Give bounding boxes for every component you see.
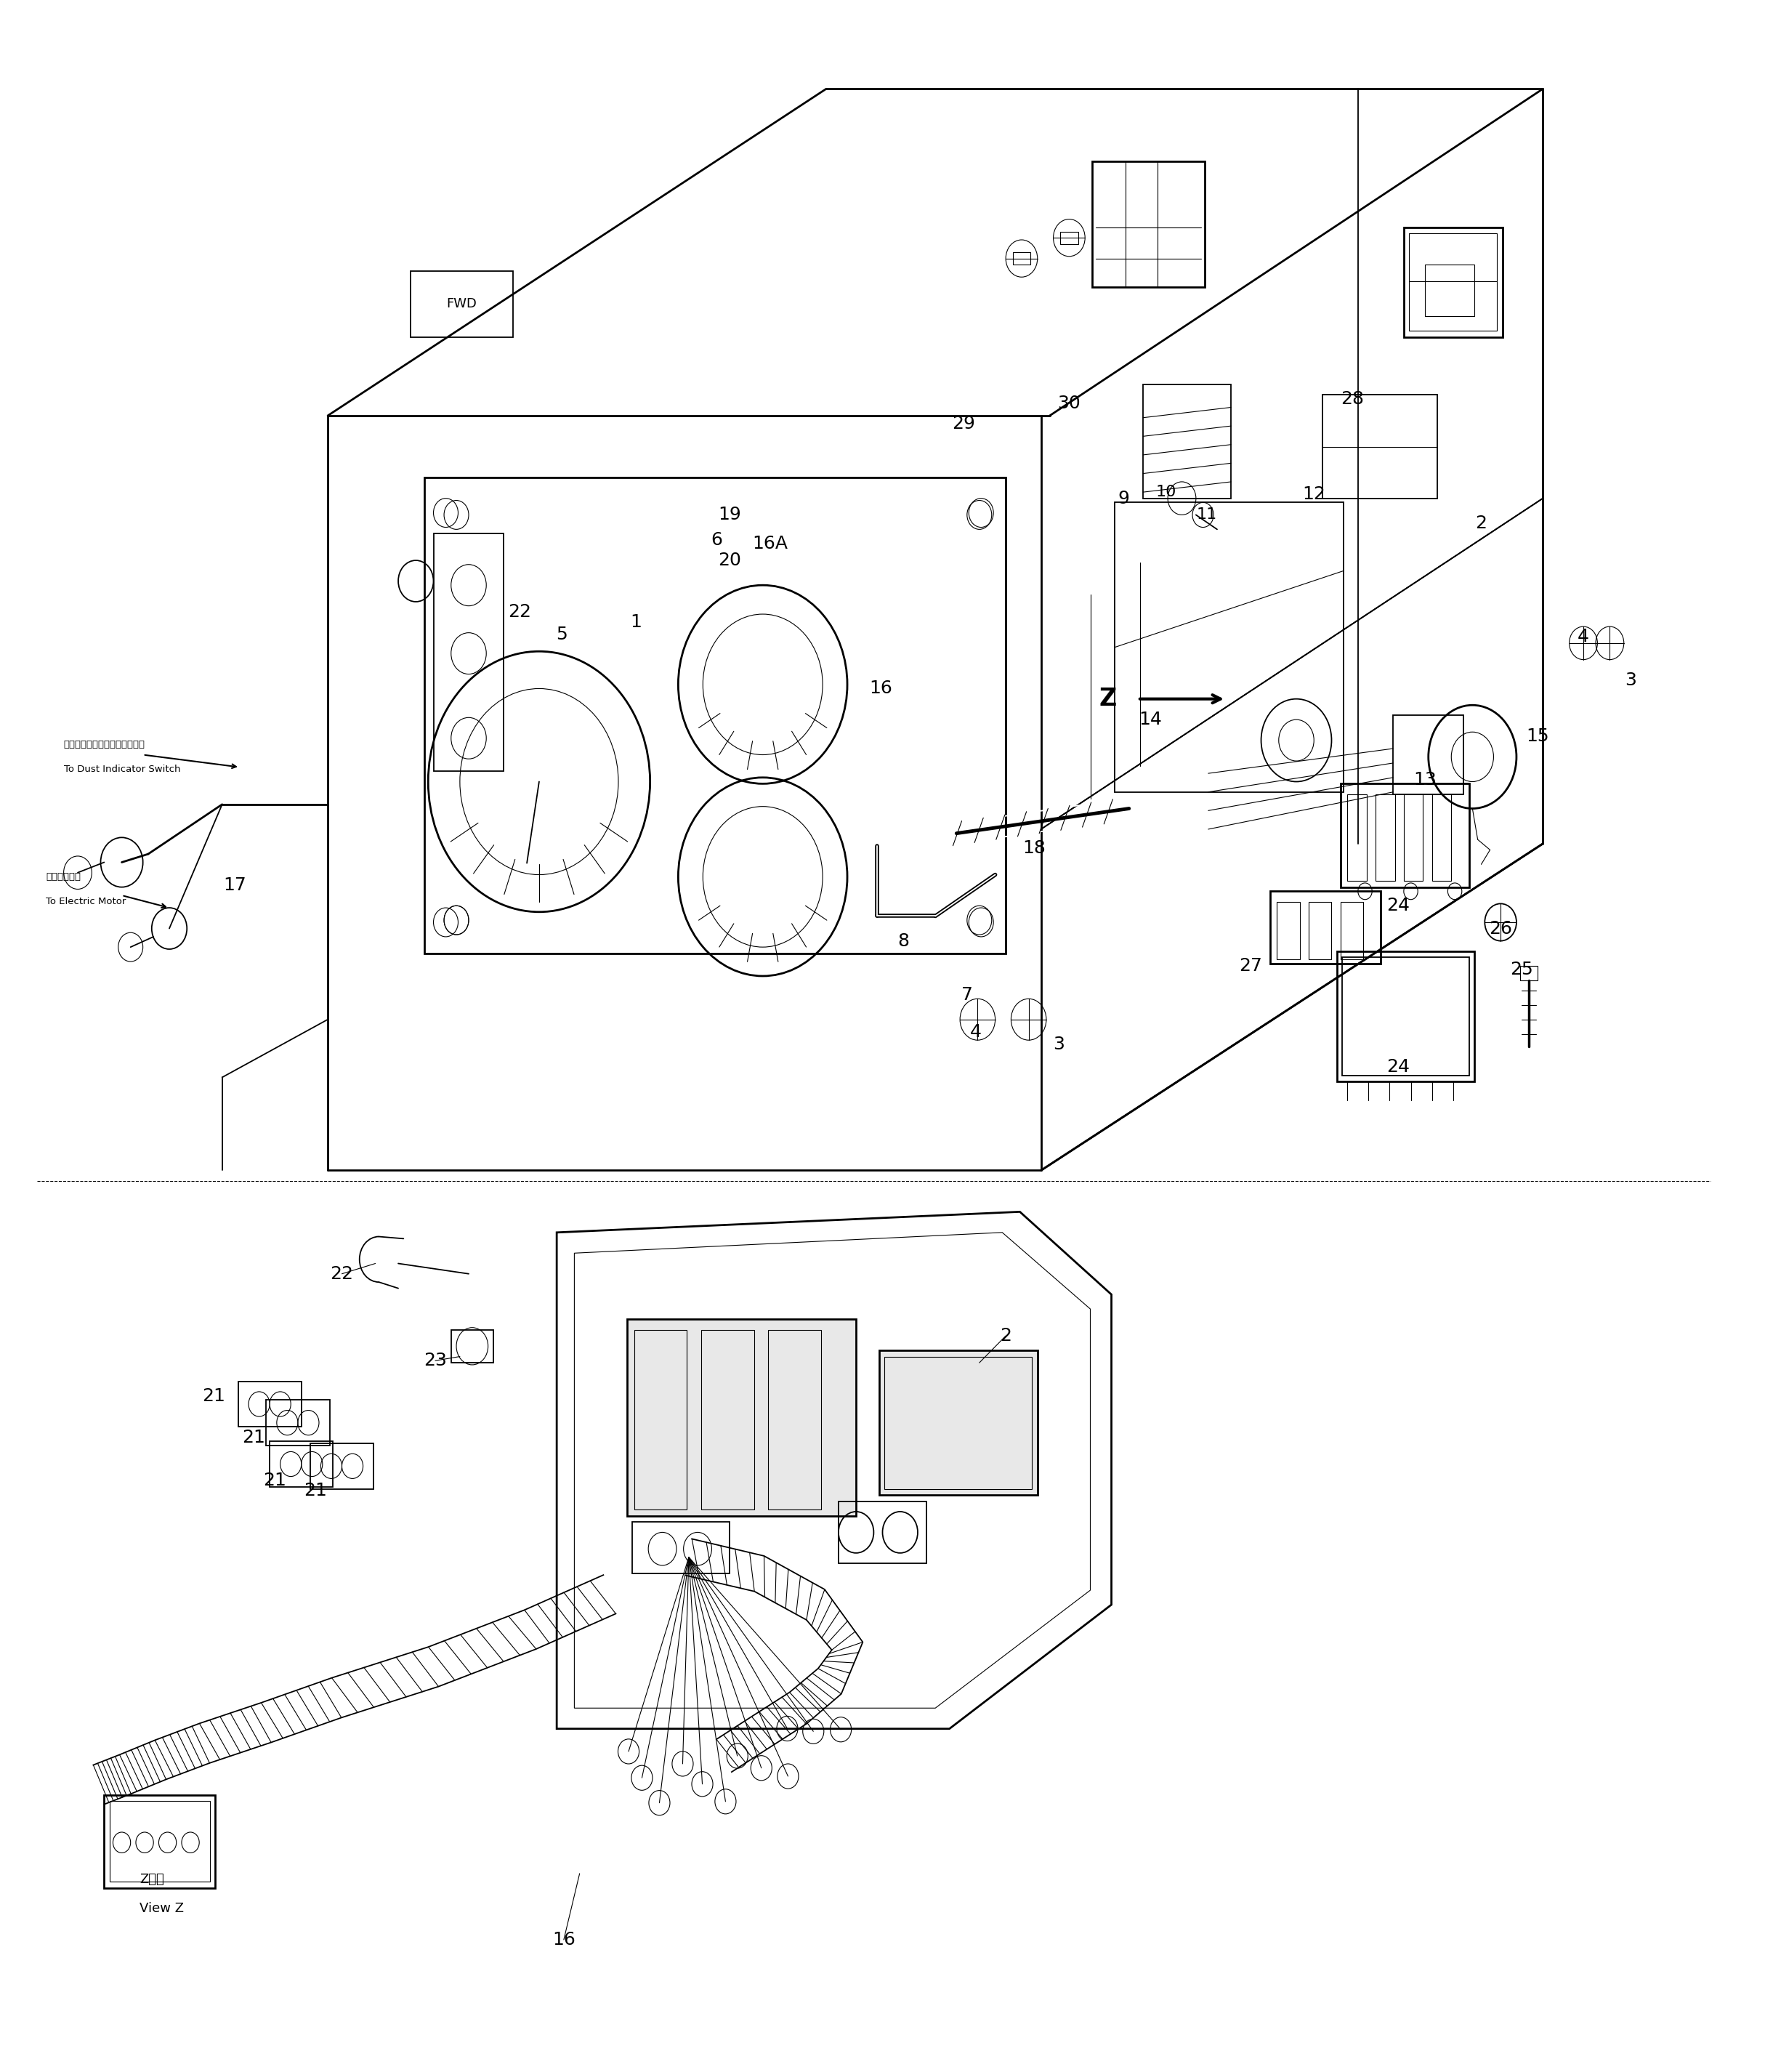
Bar [632, 1523, 729, 1573]
Bar [1144, 385, 1232, 499]
Text: To Dust Indicator Switch: To Dust Indicator Switch [64, 765, 180, 775]
Text: 23: 23 [424, 1351, 447, 1370]
Text: 10: 10 [1156, 485, 1175, 499]
Text: 22: 22 [508, 603, 531, 622]
Text: 28: 28 [1341, 390, 1364, 408]
Text: 16A: 16A [752, 535, 787, 553]
Bar [1115, 503, 1343, 792]
Text: 22: 22 [330, 1266, 353, 1283]
Bar [425, 479, 1006, 953]
Bar [311, 1444, 374, 1490]
Bar [1340, 783, 1468, 887]
Text: 16: 16 [552, 1931, 575, 1948]
Bar [1341, 957, 1468, 1075]
Text: To Electric Motor: To Electric Motor [46, 897, 127, 905]
Bar [1269, 891, 1380, 963]
Bar [1308, 901, 1331, 959]
Bar [1520, 966, 1537, 980]
Bar [1061, 232, 1078, 244]
Text: 25: 25 [1511, 961, 1534, 978]
Text: 1: 1 [630, 613, 642, 632]
Bar [1424, 265, 1474, 317]
Bar [1347, 794, 1366, 881]
Text: 21: 21 [242, 1428, 265, 1446]
Text: 2: 2 [1001, 1328, 1011, 1345]
Bar [452, 1330, 494, 1363]
Bar [270, 1442, 334, 1488]
Bar [411, 271, 512, 338]
Bar [1322, 396, 1437, 499]
Text: 3: 3 [1626, 671, 1636, 690]
Text: 9: 9 [1117, 489, 1130, 508]
Bar [238, 1382, 302, 1428]
Text: 11: 11 [1197, 508, 1216, 522]
Text: 18: 18 [1022, 839, 1045, 856]
Text: 15: 15 [1527, 727, 1550, 744]
Text: 16: 16 [868, 680, 893, 698]
Bar [267, 1401, 330, 1446]
Text: Z: Z [1100, 688, 1117, 711]
Bar [634, 1330, 687, 1510]
Text: 12: 12 [1303, 485, 1326, 503]
Bar [1375, 794, 1394, 881]
Text: 30: 30 [1057, 394, 1080, 412]
Text: 14: 14 [1138, 711, 1161, 729]
Text: 13: 13 [1414, 771, 1437, 787]
Text: 29: 29 [951, 414, 974, 433]
Bar [1393, 715, 1463, 794]
Bar [1336, 951, 1474, 1082]
Bar [1276, 901, 1299, 959]
Bar [701, 1330, 754, 1510]
Bar [838, 1502, 927, 1564]
Text: 5: 5 [556, 626, 568, 644]
Text: 21: 21 [263, 1471, 286, 1490]
Bar [1403, 228, 1502, 338]
Bar [434, 533, 503, 771]
Text: ダストインジケータスイッチへ: ダストインジケータスイッチへ [64, 740, 145, 750]
Text: 7: 7 [962, 986, 973, 1003]
Text: 24: 24 [1387, 1059, 1410, 1075]
Bar [1013, 253, 1031, 265]
Text: 3: 3 [1054, 1036, 1064, 1053]
Text: 24: 24 [1387, 897, 1410, 914]
Text: 27: 27 [1239, 957, 1262, 974]
Text: Z　視: Z 視 [139, 1873, 164, 1886]
Bar [1408, 234, 1497, 332]
Text: 8: 8 [898, 932, 909, 949]
Bar [109, 1801, 210, 1881]
Bar [1093, 162, 1205, 288]
Text: 6: 6 [711, 530, 724, 549]
Bar [104, 1794, 215, 1888]
Text: 4: 4 [971, 1024, 981, 1040]
Text: 電動モータへ: 電動モータへ [46, 872, 81, 881]
Bar [879, 1351, 1038, 1496]
Text: 20: 20 [718, 551, 741, 570]
Bar [1431, 794, 1451, 881]
Bar [627, 1320, 856, 1517]
Text: 21: 21 [201, 1386, 224, 1405]
Text: FWD: FWD [447, 298, 477, 311]
Text: 26: 26 [1490, 920, 1513, 937]
Text: View Z: View Z [139, 1902, 184, 1915]
Bar [768, 1330, 821, 1510]
Bar [1403, 794, 1423, 881]
Bar [884, 1357, 1033, 1490]
Text: 4: 4 [1578, 628, 1588, 646]
Text: 21: 21 [304, 1481, 327, 1500]
Text: 19: 19 [718, 506, 741, 524]
Text: 17: 17 [222, 876, 245, 893]
Bar [1340, 901, 1363, 959]
Text: 2: 2 [1476, 514, 1488, 533]
